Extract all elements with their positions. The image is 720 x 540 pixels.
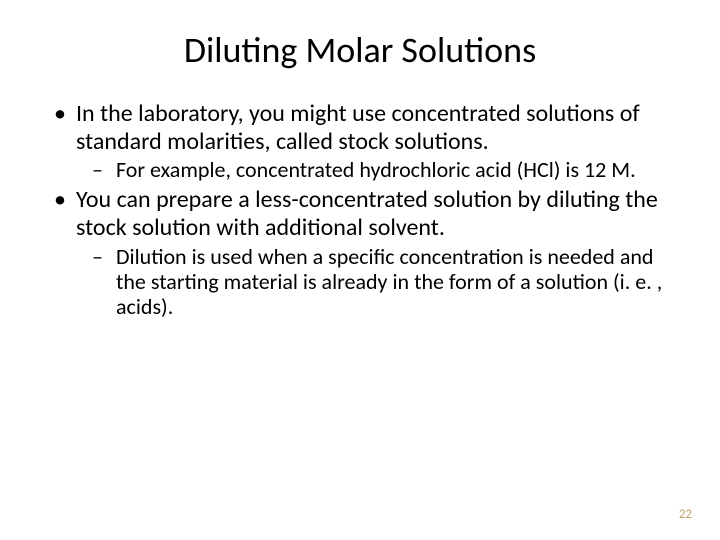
- slide-content: In the laboratory, you might use concent…: [50, 100, 670, 320]
- bullet-text: You can prepare a less-concentrated solu…: [76, 185, 658, 242]
- bullet-text: In the laboratory, you might use concent…: [76, 99, 640, 156]
- sub-bullet-text: For example, concentrated hydrochloric a…: [116, 156, 636, 183]
- sub-bullet-list: Dilution is used when a specific concent…: [76, 244, 670, 320]
- sub-bullet-text: Dilution is used when a specific concent…: [116, 243, 662, 321]
- sub-bullet-list: For example, concentrated hydrochloric a…: [76, 157, 670, 182]
- slide: Diluting Molar Solutions In the laborato…: [0, 0, 720, 540]
- sub-bullet-item: Dilution is used when a specific concent…: [86, 244, 670, 320]
- bullet-item: You can prepare a less-concentrated solu…: [50, 186, 670, 319]
- page-number: 22: [679, 507, 692, 522]
- sub-bullet-item: For example, concentrated hydrochloric a…: [86, 157, 670, 182]
- slide-title: Diluting Molar Solutions: [50, 28, 670, 72]
- bullet-list: In the laboratory, you might use concent…: [50, 100, 670, 320]
- bullet-item: In the laboratory, you might use concent…: [50, 100, 670, 182]
